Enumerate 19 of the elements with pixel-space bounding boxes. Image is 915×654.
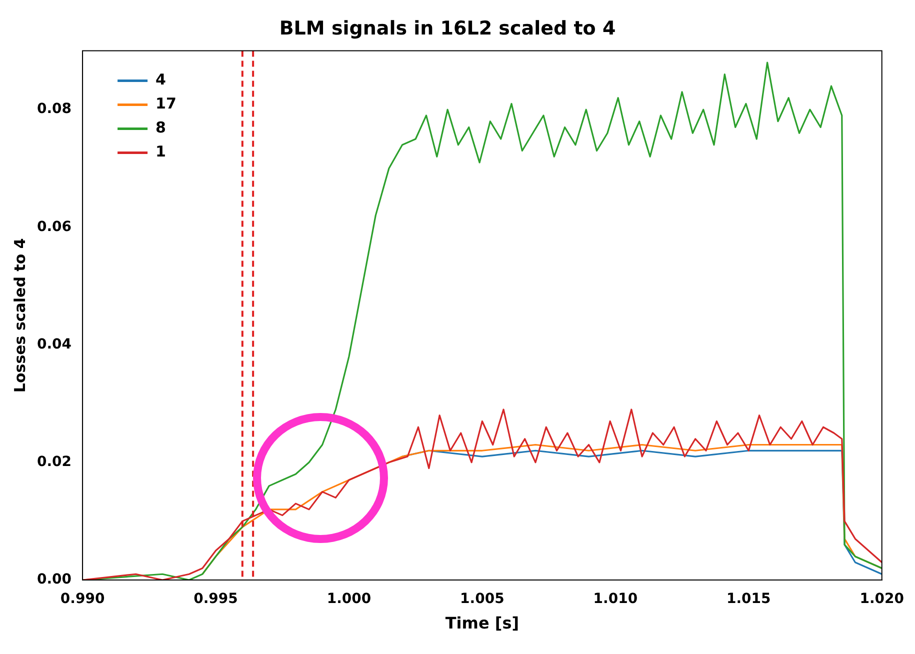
y-axis-title: Losses scaled to 4: [10, 238, 29, 393]
legend-label: 4: [156, 70, 166, 89]
x-tick-label: 1.015: [726, 591, 771, 608]
y-tick-label: 0.04: [36, 336, 72, 352]
y-tick-label: 0.00: [36, 572, 72, 588]
legend-label: 1: [156, 142, 166, 161]
x-tick-label: 1.000: [326, 591, 372, 608]
x-tick-label: 0.995: [194, 591, 238, 608]
x-axis-title: Time [s]: [445, 614, 520, 633]
legend-label: 8: [156, 118, 166, 137]
x-tick-label: 1.005: [460, 591, 504, 608]
x-tick-label: 0.990: [60, 591, 105, 608]
x-tick-label: 1.020: [860, 591, 904, 608]
y-tick-label: 0.02: [36, 454, 72, 470]
x-tick-label: 1.010: [593, 591, 638, 608]
y-tick-label: 0.08: [36, 101, 72, 118]
y-tick-label: 0.06: [36, 218, 72, 235]
legend-label: 17: [156, 94, 176, 113]
chart-title: BLM signals in 16L2 scaled to 4: [279, 17, 616, 40]
